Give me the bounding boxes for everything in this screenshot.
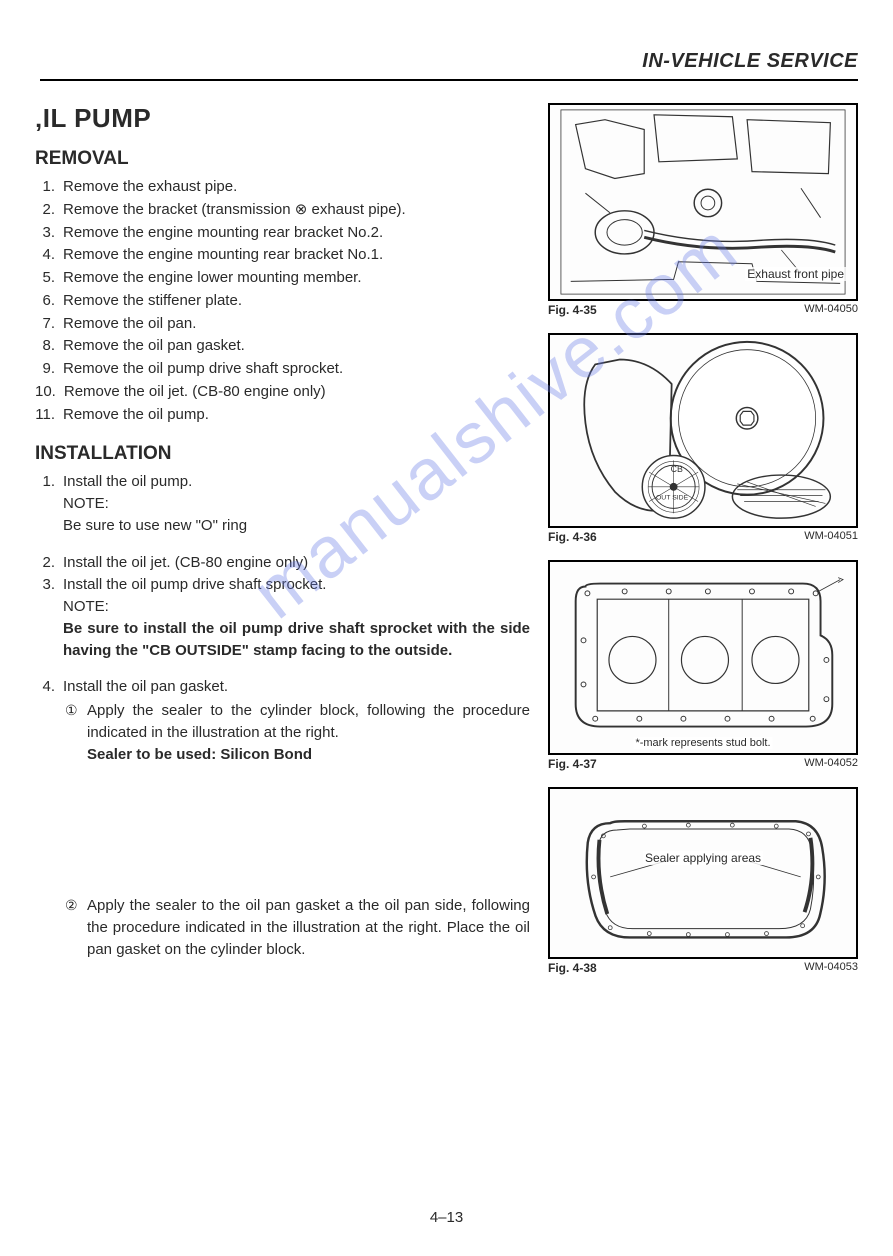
figure-box: Sealer applying areas <box>548 787 858 959</box>
step-number: 8. <box>35 335 63 357</box>
removal-step: 5.Remove the engine lower mounting membe… <box>35 267 530 289</box>
step-number: 3. <box>35 574 63 661</box>
step-text: Install the oil jet. (CB-80 engine only) <box>63 552 530 574</box>
note-text-bold: Be sure to install the oil pump drive sh… <box>63 618 530 662</box>
figure-caption: Fig. 4-37 WM-04052 <box>548 757 858 771</box>
step-number: 6. <box>35 290 63 312</box>
text-column: ‚IL PUMP REMOVAL 1.Remove the exhaust pi… <box>20 103 530 991</box>
figure-code: WM-04053 <box>804 961 858 975</box>
page-number: 4–13 <box>430 1209 463 1226</box>
step-number: 1. <box>35 176 63 198</box>
figure-caption: Fig. 4-35 WM-04050 <box>548 303 858 317</box>
substep-2: ② Apply the sealer to the oil pan gasket… <box>65 895 530 960</box>
step-text: Remove the engine lower mounting member. <box>63 267 530 289</box>
removal-step: 2.Remove the bracket (transmission ⊗ exh… <box>35 199 530 221</box>
note-label: NOTE: <box>63 495 109 512</box>
removal-step: 8.Remove the oil pan gasket. <box>35 335 530 357</box>
figure-4-36: CB OUT SIDE Fig. 4-36 WM-04051 <box>548 333 858 544</box>
removal-step: 11.Remove the oil pump. <box>35 404 530 426</box>
content-wrapper: ‚IL PUMP REMOVAL 1.Remove the exhaust pi… <box>20 103 858 991</box>
figure-4-38: Sealer applying areas Fig. 4-38 WM-04053 <box>548 787 858 975</box>
cb-label: CB <box>671 464 683 474</box>
step-number: 9. <box>35 358 63 380</box>
step-number: 2. <box>35 552 63 574</box>
substep-text: Apply the sealer to the oil pan gasket a… <box>87 895 530 960</box>
sealer-areas-label: Sealer applying areas <box>643 851 763 865</box>
step-text: Remove the exhaust pipe. <box>63 176 530 198</box>
step-number: 10. <box>35 381 64 403</box>
figure-number: Fig. 4-37 <box>548 757 597 771</box>
step-number: 5. <box>35 267 63 289</box>
install-step-1: 1. Install the oil pump. NOTE: Be sure t… <box>35 471 530 536</box>
stud-bolt-note: *-mark represents stud bolt. <box>633 737 772 749</box>
step-text: Remove the oil pan gasket. <box>63 335 530 357</box>
substep-text: Apply the sealer to the cylinder block, … <box>87 700 530 765</box>
step-text: Remove the oil pan. <box>63 313 530 335</box>
step-text: Install the oil pump drive shaft sprocke… <box>63 574 530 661</box>
installation-steps: 1. Install the oil pump. NOTE: Be sure t… <box>35 471 530 698</box>
step-number: 2. <box>35 199 63 221</box>
removal-step: 4.Remove the engine mounting rear bracke… <box>35 244 530 266</box>
step-text: Install the oil pan gasket. <box>63 676 530 698</box>
step-text-line: Install the oil pump drive shaft sprocke… <box>63 576 326 593</box>
figure-column: Exhaust front pipe Fig. 4-35 WM-04050 <box>548 103 858 991</box>
figure-box: CB OUT SIDE <box>548 333 858 528</box>
figure-caption: Fig. 4-36 WM-04051 <box>548 530 858 544</box>
figure-code: WM-04052 <box>804 757 858 771</box>
removal-title: REMOVAL <box>35 148 530 170</box>
step-text: Remove the oil pump drive shaft sprocket… <box>63 358 530 380</box>
substep-1: ① Apply the sealer to the cylinder block… <box>65 700 530 765</box>
note-text: Be sure to use new "O" ring <box>63 517 247 534</box>
installation-title: INSTALLATION <box>35 443 530 465</box>
figure-code: WM-04051 <box>804 530 858 544</box>
figure-box: *-mark represents stud bolt. <box>548 560 858 755</box>
step-text: Remove the engine mounting rear bracket … <box>63 244 530 266</box>
install-step-3: 3. Install the oil pump drive shaft spro… <box>35 574 530 661</box>
removal-step: 7.Remove the oil pan. <box>35 313 530 335</box>
step-number: 3. <box>35 222 63 244</box>
step-text: Remove the engine mounting rear bracket … <box>63 222 530 244</box>
figure-number: Fig. 4-38 <box>548 961 597 975</box>
step-number: 1. <box>35 471 63 536</box>
removal-steps: 1.Remove the exhaust pipe. 2.Remove the … <box>35 176 530 425</box>
circled-marker: ① <box>65 700 87 765</box>
page-header: IN-VEHICLE SERVICE <box>40 50 858 81</box>
install-step-4: 4. Install the oil pan gasket. <box>35 676 530 698</box>
sprocket-diagram: CB OUT SIDE <box>550 335 856 526</box>
figure-code: WM-04050 <box>804 303 858 317</box>
note-label: NOTE: <box>63 598 109 615</box>
figure-4-35: Exhaust front pipe Fig. 4-35 WM-04050 <box>548 103 858 317</box>
sealer-label: Sealer to be used: Silicon Bond <box>87 746 312 763</box>
step-text: Remove the oil pump. <box>63 404 530 426</box>
removal-step: 9.Remove the oil pump drive shaft sprock… <box>35 358 530 380</box>
outside-label: OUT SIDE <box>656 495 689 502</box>
step-number: 7. <box>35 313 63 335</box>
exhaust-pipe-label: Exhaust front pipe <box>745 267 846 281</box>
removal-step: 6.Remove the stiffener plate. <box>35 290 530 312</box>
step-number: 4. <box>35 244 63 266</box>
step-text: Remove the stiffener plate. <box>63 290 530 312</box>
figure-number: Fig. 4-36 <box>548 530 597 544</box>
install-step-2: 2. Install the oil jet. (CB-80 engine on… <box>35 552 530 574</box>
step-number: 11. <box>35 404 63 426</box>
figure-caption: Fig. 4-38 WM-04053 <box>548 961 858 975</box>
removal-step: 3.Remove the engine mounting rear bracke… <box>35 222 530 244</box>
step-number: 4. <box>35 676 63 698</box>
step-text-line: Install the oil pump. <box>63 473 192 490</box>
circled-marker: ② <box>65 895 87 960</box>
step-text: Remove the oil jet. (CB-80 engine only) <box>64 381 530 403</box>
figure-number: Fig. 4-35 <box>548 303 597 317</box>
installation-section: INSTALLATION 1. Install the oil pump. NO… <box>35 443 530 960</box>
substep-body: Apply the sealer to the cylinder block, … <box>87 702 530 741</box>
step-text: Remove the bracket (transmission ⊗ exhau… <box>63 199 530 221</box>
gasket-diagram <box>550 789 856 957</box>
oil-pan-block-diagram <box>550 562 856 753</box>
figure-box: Exhaust front pipe <box>548 103 858 301</box>
removal-step: 1.Remove the exhaust pipe. <box>35 176 530 198</box>
oil-pump-title: ‚IL PUMP <box>35 103 530 134</box>
removal-step: 10.Remove the oil jet. (CB-80 engine onl… <box>35 381 530 403</box>
figure-4-37: *-mark represents stud bolt. Fig. 4-37 W… <box>548 560 858 771</box>
step-text: Install the oil pump. NOTE: Be sure to u… <box>63 471 530 536</box>
